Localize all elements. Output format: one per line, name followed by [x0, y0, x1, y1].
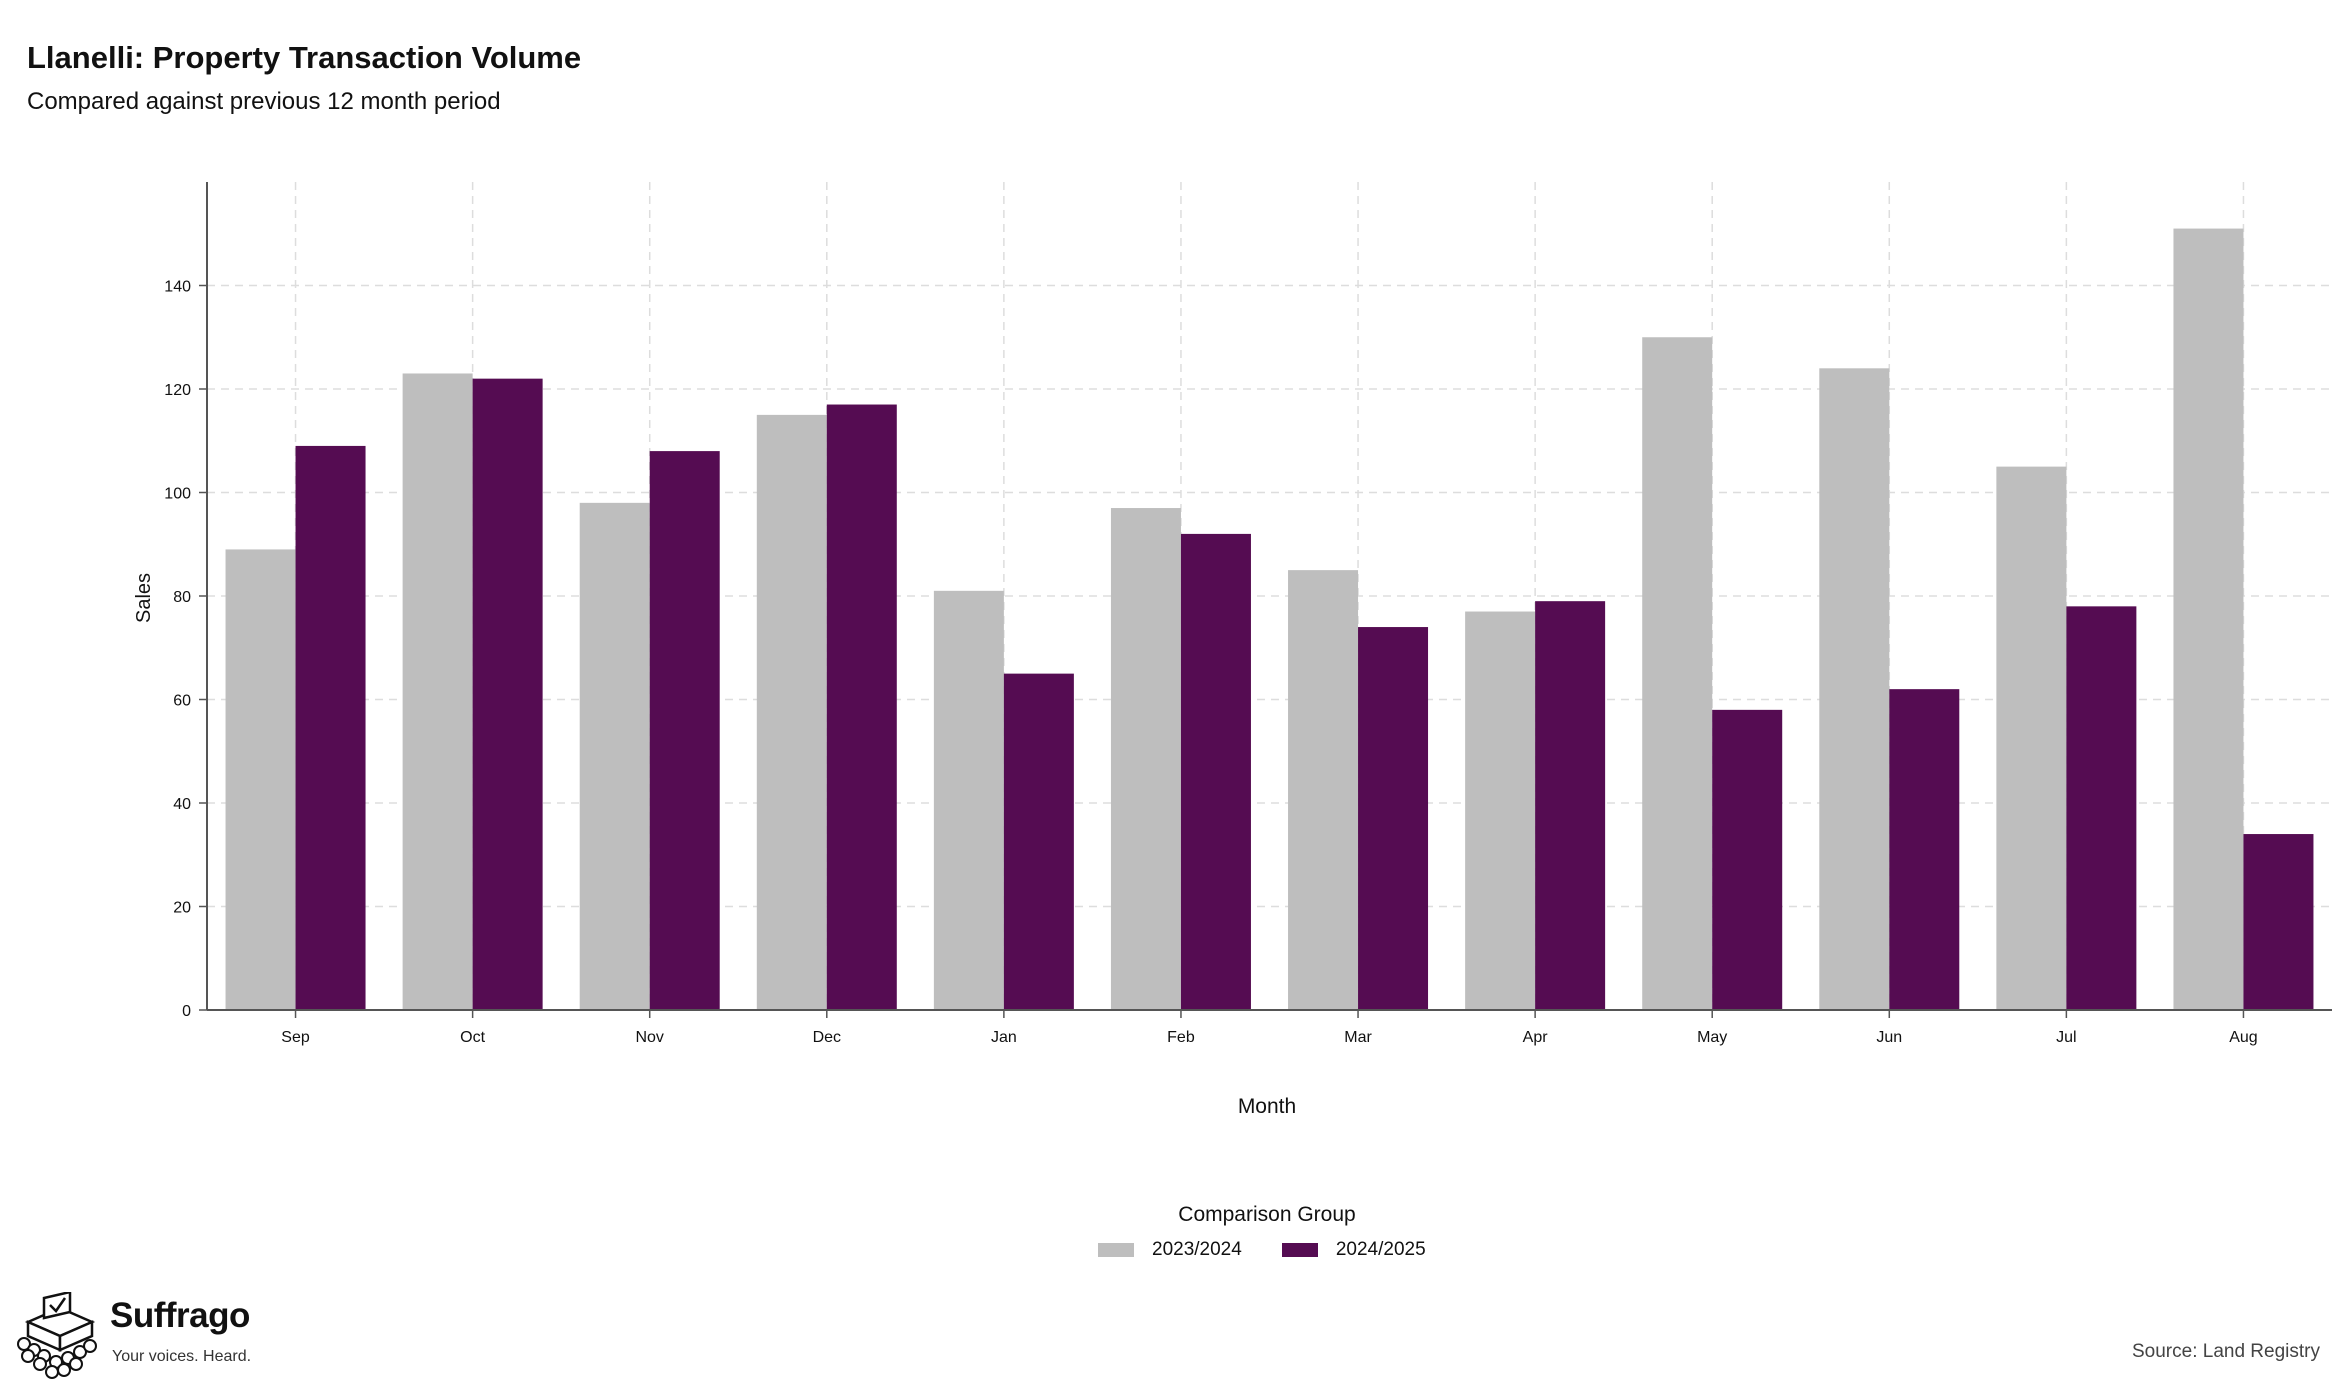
y-tick-label: 0: [182, 1003, 191, 1020]
y-tick-label: 140: [164, 279, 191, 296]
x-tick-label: May: [1697, 1029, 1727, 1046]
x-axis-label: Month: [1238, 1095, 1296, 1118]
y-tick-label: 100: [164, 486, 191, 503]
x-tick-label: Feb: [1167, 1029, 1195, 1046]
bar-2024-2025-aug: [2243, 834, 2314, 1010]
bar-2024-2025-mar: [1358, 627, 1429, 1010]
legend-swatch-2024-2025: [1281, 1243, 1318, 1257]
chart-title: Llanelli: Property Transaction Volume: [27, 40, 582, 75]
legend-item-2023-2024: 2023/2024: [1098, 1239, 1242, 1261]
bar-2023-2024-sep: [225, 549, 296, 1010]
x-tick-label: Nov: [635, 1029, 663, 1046]
x-tick-label: Oct: [460, 1029, 485, 1046]
x-tick-label: Mar: [1344, 1029, 1372, 1046]
brand-name: Suffrago: [110, 1296, 250, 1335]
y-tick-label: 60: [173, 693, 191, 710]
y-tick-label: 40: [173, 796, 191, 813]
bar-2023-2024-jun: [1819, 368, 1890, 1010]
bar-2024-2025-sep: [295, 445, 366, 1010]
bar-2023-2024-mar: [1288, 570, 1359, 1010]
legend-label-2023-2024: 2023/2024: [1152, 1239, 1242, 1260]
bar-2023-2024-nov: [579, 502, 650, 1010]
x-tick-label: Jan: [991, 1029, 1017, 1046]
bar-2024-2025-jul: [2066, 606, 2137, 1010]
legend: 2023/2024 2024/2025: [1098, 1236, 1466, 1264]
legend-label-2024-2025: 2024/2025: [1335, 1239, 1426, 1260]
suffrago-logo: Suffrago Your voices. Heard.: [14, 1292, 274, 1382]
x-tick-label: Dec: [813, 1029, 841, 1046]
bar-2023-2024-feb: [1110, 508, 1181, 1010]
y-tick-label: 20: [173, 900, 191, 917]
source-note: Source: Land Registry: [2132, 1341, 2320, 1362]
legend-title: Comparison Group: [1178, 1203, 1356, 1226]
bar-2024-2025-may: [1712, 709, 1783, 1010]
y-tick-label: 120: [164, 382, 191, 399]
bar-2023-2024-apr: [1465, 611, 1536, 1010]
bar-2023-2024-dec: [756, 414, 827, 1010]
bar-2023-2024-oct: [402, 373, 473, 1011]
bar-2023-2024-jan: [933, 590, 1004, 1010]
legend-item-2024-2025: 2024/2025: [1281, 1239, 1426, 1261]
x-tick-label: Aug: [2229, 1029, 2257, 1046]
bar-2024-2025-feb: [1180, 533, 1251, 1010]
bar-2024-2025-jun: [1889, 689, 1960, 1010]
bar-2023-2024-may: [1642, 337, 1713, 1010]
bar-2023-2024-aug: [2173, 228, 2244, 1010]
chart-plot: 0 20 40 60 80 100 120 140 Sep Oct Nov Dec Jan Feb Mar A…: [133, 182, 2332, 1118]
bar-2023-2024-jul: [1996, 466, 2067, 1010]
brand-tagline: Your voices. Heard.: [112, 1348, 252, 1365]
y-tick-label: 80: [173, 589, 191, 606]
bar-2024-2025-jan: [1003, 673, 1074, 1010]
x-tick-label: Sep: [281, 1029, 310, 1046]
x-tick-label: Jul: [2056, 1029, 2076, 1046]
ballot-box-icon: [17, 1292, 97, 1379]
bar-2024-2025-dec: [826, 404, 897, 1010]
y-axis-label: Sales: [133, 573, 155, 623]
chart-subtitle: Compared against previous 12 month perio…: [27, 88, 501, 115]
bar-layer: [225, 228, 2314, 1011]
bar-2024-2025-nov: [649, 451, 720, 1011]
axis-layer: 0 20 40 60 80 100 120 140 Sep Oct Nov Dec Jan Feb Mar A…: [164, 182, 2332, 1046]
x-tick-label: Apr: [1523, 1029, 1549, 1046]
legend-swatch-2023-2024: [1098, 1243, 1134, 1257]
bar-2024-2025-apr: [1535, 601, 1606, 1010]
bar-2024-2025-oct: [472, 378, 543, 1010]
x-tick-label: Jun: [1876, 1029, 1902, 1046]
